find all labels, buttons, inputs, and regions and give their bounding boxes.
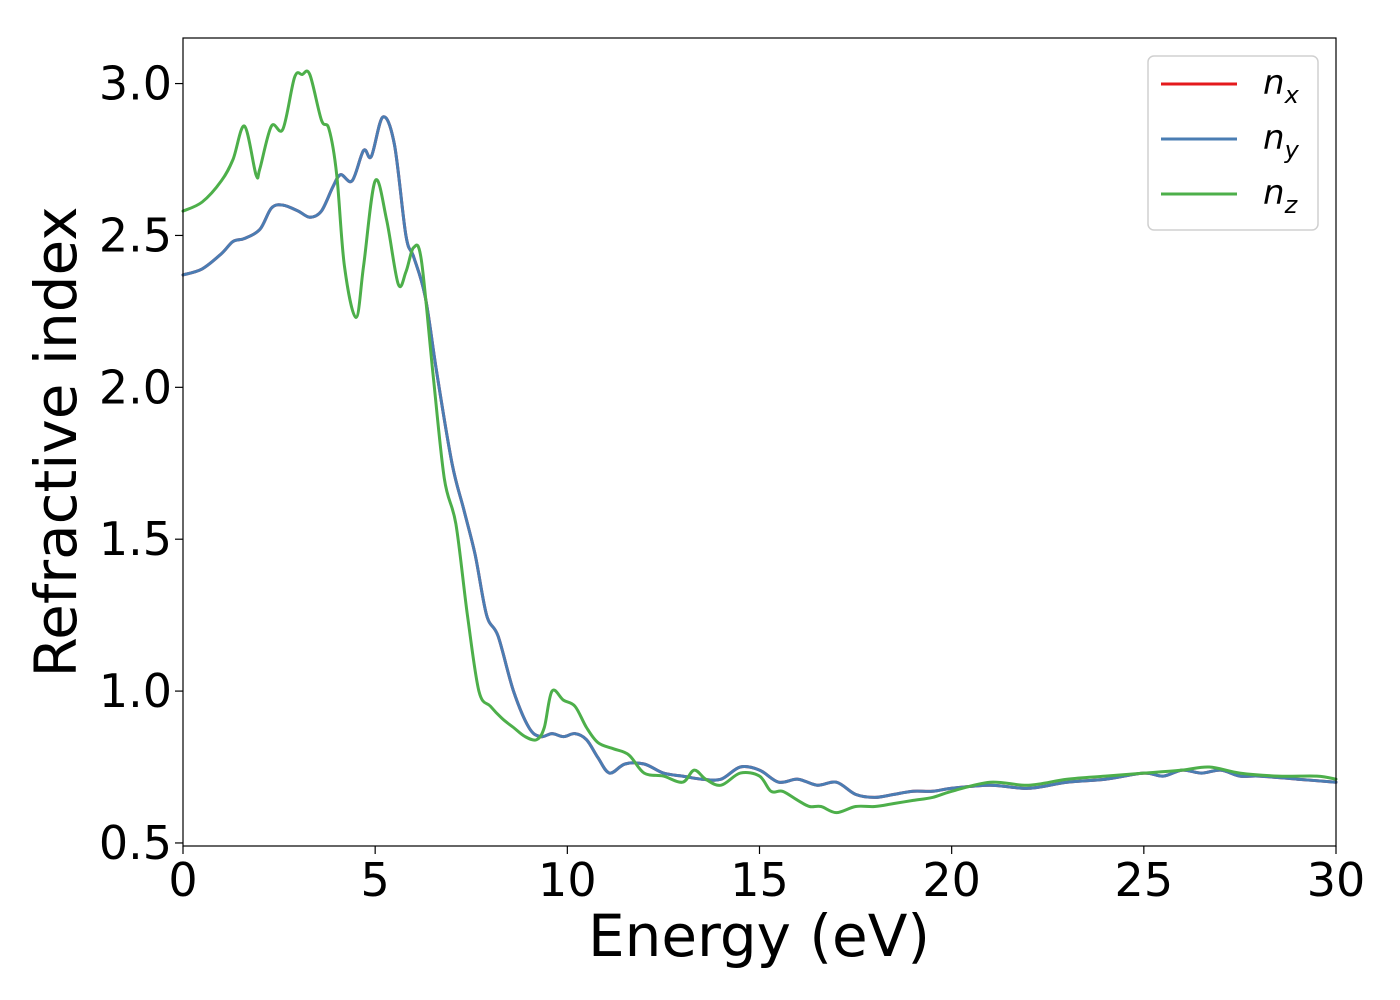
y-tick-label: 0.5 [99,816,172,870]
legend-box [1147,55,1319,231]
x-tick-label: 0 [168,853,197,907]
x-axis-label: Energy (eV) [588,902,930,970]
x-tick-label: 25 [1115,853,1174,907]
x-tick-label: 30 [1307,853,1366,907]
y-tick-label: 2.0 [99,360,172,414]
y-axis-label: Refractive index [22,206,90,677]
x-tick-label: 10 [538,853,597,907]
y-tick-label: 2.5 [99,208,172,262]
y-tick-label: 3.0 [99,57,172,111]
y-tick-label: 1.0 [99,664,172,718]
x-tick-label: 15 [730,853,789,907]
y-axis-ticks: 0.5 1.0 1.5 2.0 2.5 3.0 [99,57,183,870]
x-tick-label: 20 [922,853,981,907]
legend: nx ny nz [1147,55,1319,231]
series-layer [181,69,1338,815]
legend-label-nz: nz [1263,173,1299,219]
series-line-nz [181,69,1338,815]
y-tick-label: 1.5 [99,512,172,566]
x-axis-ticks: 0 5 10 15 20 25 30 [168,846,1365,907]
legend-label-nx: nx [1263,63,1300,109]
series-line-ny [181,115,1338,799]
legend-label-ny: ny [1263,118,1300,164]
x-tick-label: 5 [361,853,390,907]
